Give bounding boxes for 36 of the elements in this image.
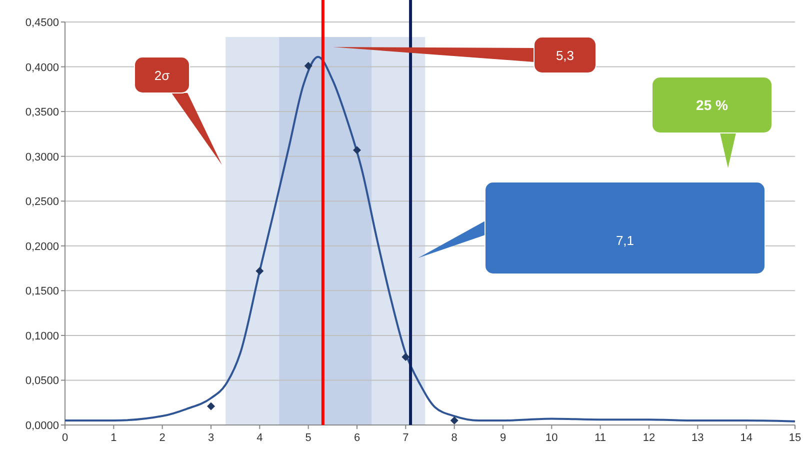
y-tick-label: 0,0000 — [25, 420, 59, 432]
y-tick-label: 0,1000 — [25, 330, 59, 342]
x-tick-label: 10 — [546, 432, 558, 444]
point — [256, 266, 264, 275]
annotation: 2σ — [154, 68, 170, 83]
x-tick-label: 15 — [788, 432, 802, 444]
y-tick-label: 0,2000 — [25, 240, 59, 253]
point — [304, 62, 312, 70]
point — [207, 402, 215, 410]
annotation: 7,1 — [616, 233, 634, 248]
x-tick-label: 11 — [594, 432, 606, 444]
x-tick-label: 2 — [159, 432, 166, 444]
x-tick-label: 3 — [208, 432, 214, 444]
y-tick-label: 0,4500 — [25, 17, 59, 29]
point — [353, 146, 361, 154]
point — [450, 416, 458, 425]
annotation: 25 % — [696, 97, 728, 113]
y-tick-label: 0,1500 — [25, 286, 59, 298]
y-tick-label: 0,0500 — [25, 375, 59, 388]
y-tick-label: 0,4000 — [25, 62, 59, 74]
x-tick-label: 13 — [692, 432, 704, 444]
x-tick-label: 8 — [451, 432, 458, 444]
annotation: 5,3 — [556, 48, 574, 63]
y-tick-label: 0,3500 — [25, 106, 59, 119]
x-tick-label: 14 — [740, 432, 752, 444]
x-tick-label: 5 — [305, 432, 312, 444]
x-tick-label: 1 — [110, 432, 117, 444]
point — [402, 352, 410, 361]
x-tick-label: 0 — [62, 432, 68, 444]
x-tick-label: 9 — [500, 432, 506, 444]
x-tick-label: 12 — [642, 432, 656, 444]
x-tick-label: 6 — [354, 432, 360, 444]
x-tick-label: 7 — [402, 432, 409, 444]
y-tick-label: 0,2500 — [25, 196, 59, 208]
x-tick-label: 4 — [256, 432, 263, 444]
y-tick-label: 0,3000 — [25, 151, 59, 164]
